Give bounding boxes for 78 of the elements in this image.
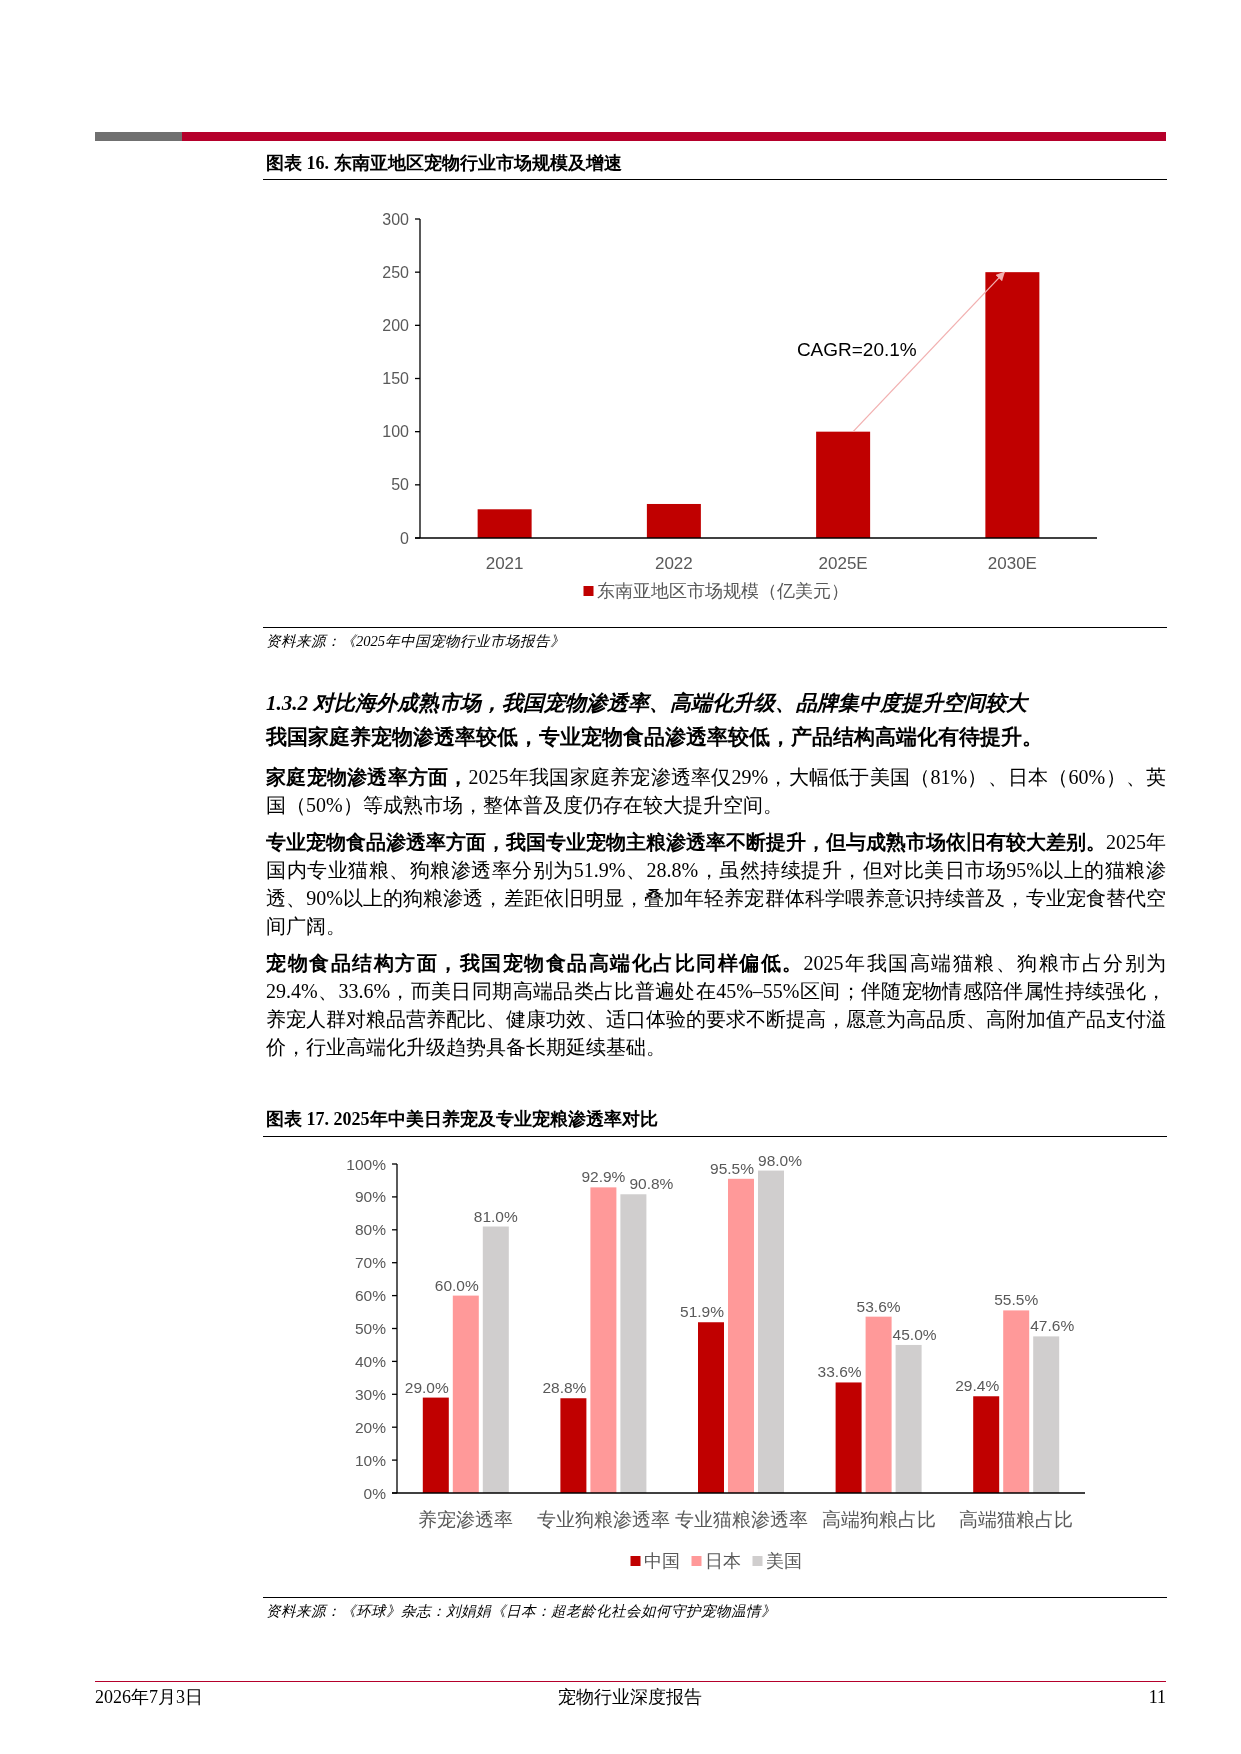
text: 我国家庭养宠物渗透率较低，专业宠物食品渗透率较低，产品结构高端化有待提升。 xyxy=(266,724,1043,750)
data-label: 55.5% xyxy=(994,1291,1039,1309)
bar xyxy=(620,1194,647,1493)
text: 资料来源：《环球》杂志：刘娟娟《日本：超老龄化社会如何守护宠物温情》 xyxy=(266,1602,776,1620)
text: 11 xyxy=(1147,1686,1166,1708)
y-tick-label: 60% xyxy=(354,1287,387,1305)
y-tick-label: 250 xyxy=(382,263,410,281)
bar xyxy=(835,1382,862,1493)
data-label: 47.6% xyxy=(1030,1317,1075,1335)
bar xyxy=(477,509,532,538)
bar xyxy=(895,1344,922,1493)
x-tick-label: 2030E xyxy=(987,553,1037,573)
y-tick-label: 10% xyxy=(354,1451,387,1469)
x-tick-label: 2022 xyxy=(654,553,693,573)
data-label: 81.0% xyxy=(473,1207,518,1225)
chart-title: 图表 17. 2025年中美日养宠及专业宠粮渗透率对比 xyxy=(266,1108,658,1130)
bar xyxy=(452,1295,479,1493)
y-tick-label: 0% xyxy=(363,1484,387,1502)
x-tick-label: 高端猫粮占比 xyxy=(959,1508,1074,1530)
y-tick-label: 300 xyxy=(382,210,410,228)
data-label: 60.0% xyxy=(434,1276,479,1294)
text: 资料来源：《2025年中国宠物行业市场报告》 xyxy=(266,632,565,650)
x-tick-label: 专业狗粮渗透率 xyxy=(536,1508,670,1530)
y-tick-label: 40% xyxy=(354,1352,387,1370)
text: 家庭宠物渗透率方面，2025年我国家庭养宠渗透率仅29%，大幅低于美国（81%）、日本（60%）、英国（50%）等成熟市场，整体普及度仍存在较大提升空间。 xyxy=(266,765,1167,818)
text: 宠物食品结构方面，我国宠物食品高端化占比同样偏低。2025年我国高端猫粮、狗粮市占分别为29.4%、33.6%，而美日同期高端品类占比普遍处在45%–55%区间；伴随宠物情感陪伴属性持续强化，养宠人群对粮品营养配比、健康功效、适口体验的要求不断提高，愿意为高品质、高附加值产品支付溢价，行业高端化升级趋势具备长期延续基础。 xyxy=(266,951,1166,1060)
bar xyxy=(422,1397,449,1493)
bar xyxy=(865,1316,892,1493)
data-label: 53.6% xyxy=(856,1297,901,1315)
y-tick-label: 90% xyxy=(354,1188,387,1206)
y-tick-label: 0 xyxy=(400,529,410,547)
bar xyxy=(758,1170,784,1493)
x-tick-label: 专业猫粮渗透率 xyxy=(674,1508,808,1530)
bar xyxy=(973,1396,1000,1493)
data-label: 51.9% xyxy=(680,1303,725,1321)
legend-label: 日本 xyxy=(704,1551,741,1571)
x-tick-label: 2021 xyxy=(485,553,524,573)
legend-label: 东南亚地区市场规模（亿美元） xyxy=(596,581,849,601)
bar xyxy=(560,1398,587,1493)
x-tick-label: 养宠渗透率 xyxy=(418,1508,514,1530)
bar xyxy=(646,503,701,538)
data-label: 28.8% xyxy=(542,1379,587,1397)
data-label: 29.0% xyxy=(404,1378,449,1396)
y-tick-label: 80% xyxy=(354,1221,387,1239)
data-label: 95.5% xyxy=(710,1159,755,1177)
y-tick-label: 100% xyxy=(346,1155,387,1173)
data-label: 90.8% xyxy=(629,1175,674,1193)
data-label: 98.0% xyxy=(758,1151,803,1169)
bar xyxy=(1033,1336,1060,1493)
bar xyxy=(1003,1310,1030,1494)
y-tick-label: 100 xyxy=(382,423,410,441)
data-label: 92.9% xyxy=(581,1168,626,1186)
bar xyxy=(816,431,871,538)
bar xyxy=(482,1226,509,1493)
text: 宠物行业深度报告 xyxy=(557,1686,703,1708)
bar xyxy=(590,1187,617,1493)
bar xyxy=(728,1178,754,1494)
y-tick-label: 150 xyxy=(382,370,410,387)
y-tick-label: 70% xyxy=(354,1254,387,1272)
annotation: CAGR=20.1% xyxy=(796,339,917,361)
legend-label: 美国 xyxy=(765,1551,802,1571)
text: 专业宠物食品渗透率方面，我国专业宠物主粮渗透率不断提升，但与成熟市场依旧有较大差别。2025年国内专业猫粮、狗粮渗透率分别为51.9%、28.8%，虽然持续提升，但对比美日市场95%以上的猫粮渗透、90%以上的狗粮渗透，差距依旧明显，叠加年轻养宠群体科学喂养意识持续普及，专业宠食替代空间广阔。 xyxy=(266,830,1166,939)
legend-label: 中国 xyxy=(643,1551,680,1571)
data-label: 29.4% xyxy=(955,1377,1000,1395)
x-tick-label: 2025E xyxy=(818,553,868,573)
x-tick-label: 高端狗粮占比 xyxy=(821,1508,936,1530)
chart-title: 图表 16. 东南亚地区宠物行业市场规模及增速 xyxy=(266,152,622,174)
text: 2026年7月3日 xyxy=(95,1686,203,1708)
text: 1.3.2 对比海外成熟市场，我国宠物渗透率、高端化升级、品牌集中度提升空间较大 xyxy=(266,690,1028,717)
data-label: 45.0% xyxy=(892,1325,937,1343)
y-tick-label: 20% xyxy=(354,1418,387,1436)
y-tick-label: 50% xyxy=(354,1320,387,1337)
y-tick-label: 50 xyxy=(391,476,410,494)
y-tick-label: 200 xyxy=(382,316,410,334)
data-label: 33.6% xyxy=(817,1363,862,1381)
bar xyxy=(698,1322,724,1493)
y-tick-label: 30% xyxy=(354,1385,387,1403)
bar xyxy=(985,272,1040,538)
